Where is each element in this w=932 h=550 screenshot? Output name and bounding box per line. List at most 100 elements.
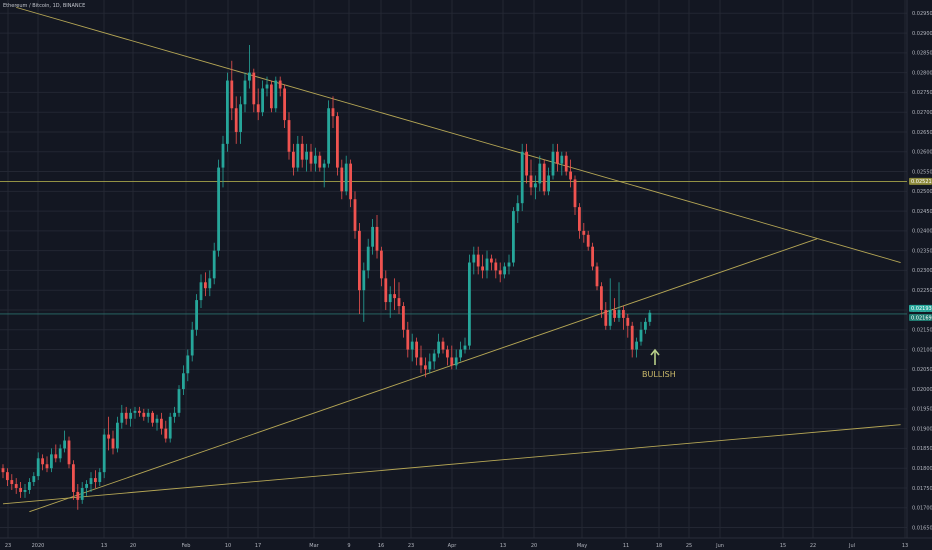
candle (1, 464, 5, 479)
candle-body (595, 266, 599, 287)
candle (569, 159, 572, 188)
candle-body (94, 478, 97, 483)
candle (89, 472, 93, 492)
candle (644, 317, 647, 334)
candle (617, 282, 621, 322)
candle (270, 80, 273, 113)
candle-body (556, 151, 559, 164)
candle (138, 406, 141, 417)
candle (415, 337, 418, 366)
candle (432, 349, 436, 370)
candle-body (283, 88, 286, 121)
candle (41, 454, 44, 471)
candle (129, 408, 132, 427)
candle-body (586, 234, 590, 247)
candle (217, 159, 220, 257)
candle-body (129, 412, 132, 419)
candle-body (67, 440, 71, 465)
candle-body (133, 410, 137, 413)
candle (120, 404, 124, 429)
candle-body (512, 211, 515, 263)
candle (336, 112, 339, 176)
candle (595, 262, 599, 291)
candle-body (410, 341, 414, 350)
candle-body (534, 183, 537, 188)
candle-body (45, 464, 49, 469)
candle (371, 219, 374, 255)
candle-body (481, 266, 484, 271)
x-tick-label: 15 (780, 543, 786, 549)
candle (239, 96, 242, 144)
candle (604, 302, 608, 330)
candle (494, 258, 498, 279)
candle (252, 68, 256, 113)
candle-body (525, 151, 528, 176)
x-tick-label: 20 (531, 543, 537, 549)
candle-body (358, 230, 361, 291)
candle (182, 365, 185, 396)
candle (380, 246, 383, 287)
candle-body (336, 116, 339, 168)
x-tick-label: Jul (848, 543, 855, 549)
candle (353, 191, 357, 239)
candle-body (393, 294, 396, 299)
candle (472, 246, 476, 275)
candle-body (498, 270, 502, 275)
candle-body (212, 250, 216, 279)
candle-body (221, 143, 225, 168)
x-tick-label: 13 (101, 543, 107, 549)
candle-body (476, 254, 480, 267)
candle (314, 147, 317, 172)
candle-body (600, 286, 603, 310)
candle (516, 195, 520, 223)
candle-body (226, 80, 229, 144)
candle (199, 274, 203, 309)
candle-body (375, 226, 379, 251)
candle (648, 309, 652, 326)
candle-body (124, 412, 128, 419)
candle (76, 484, 80, 510)
candle (428, 353, 432, 374)
candle (551, 143, 555, 180)
candle (261, 80, 264, 117)
candle-body (353, 199, 357, 231)
x-tick-label: Jun (715, 543, 724, 549)
candle-body (116, 422, 119, 449)
candle-body (463, 345, 467, 350)
candle-body (160, 418, 163, 429)
x-tick-label: 11 (623, 543, 629, 549)
candle-body (344, 163, 348, 192)
candle-body (270, 84, 273, 109)
candle-body (155, 418, 159, 423)
candle (168, 412, 172, 443)
candle-body (314, 155, 317, 164)
candle (300, 135, 304, 168)
candle (542, 159, 546, 196)
candle-body (248, 72, 251, 81)
candle (463, 337, 467, 354)
candle (221, 135, 225, 188)
candle-body (19, 487, 22, 492)
candle-body (292, 151, 295, 168)
candle (538, 155, 542, 192)
candle-body (639, 329, 643, 342)
candle (151, 410, 154, 427)
candle-body (560, 155, 564, 164)
candle-body (32, 476, 36, 483)
candle (578, 203, 581, 239)
candle (498, 262, 502, 283)
candle-body (485, 258, 489, 271)
svg-text:0.021693: 0.021693 (911, 315, 932, 321)
candle-body (278, 80, 282, 89)
candle (534, 175, 537, 200)
grid (0, 0, 907, 538)
candle (278, 76, 282, 97)
